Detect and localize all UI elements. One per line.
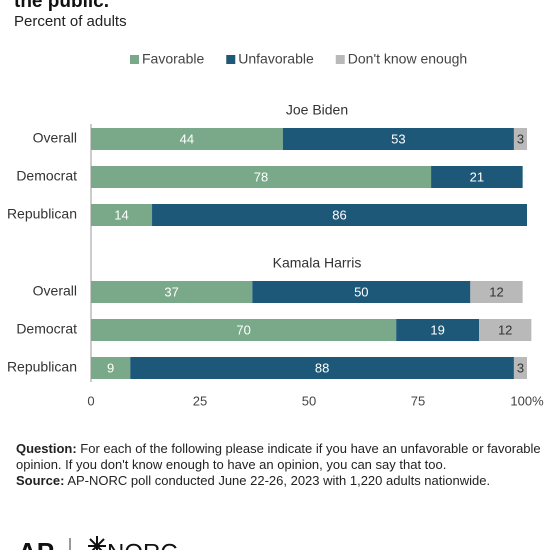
value-label: 12 — [498, 322, 512, 337]
category-label: Democrat — [16, 168, 77, 184]
bar-segment — [91, 128, 283, 150]
value-label: 19 — [430, 322, 444, 337]
category-label: Republican — [7, 206, 77, 222]
logo-norc: NORC — [107, 539, 178, 550]
value-label: 12 — [489, 284, 503, 299]
legend-swatch — [226, 55, 236, 64]
bar-segment — [91, 204, 153, 226]
bar-segment — [396, 319, 480, 341]
x-tick-label: 0 — [87, 393, 94, 408]
value-label: 3 — [517, 131, 524, 146]
x-tick-label: 50 — [302, 393, 316, 408]
bar-segment — [282, 128, 514, 150]
bar-segment — [513, 128, 527, 150]
value-label: 9 — [107, 360, 114, 375]
value-label: 53 — [391, 131, 405, 146]
category-label: Overall — [33, 130, 77, 146]
bar-segment — [513, 357, 527, 379]
value-label: 50 — [354, 284, 368, 299]
chart-title: the public. — [14, 0, 109, 12]
value-label: 21 — [470, 169, 484, 184]
value-label: 70 — [236, 322, 250, 337]
category-label: Overall — [33, 283, 77, 299]
x-tick-label: 25 — [193, 393, 207, 408]
bar-segment — [130, 357, 514, 379]
bar-segment — [91, 281, 253, 303]
logo: AP NORC — [18, 536, 178, 550]
value-label: 86 — [332, 207, 346, 222]
legend-label: Don't know enough — [348, 51, 467, 67]
legend-swatch — [335, 55, 345, 64]
category-label: Democrat — [16, 321, 77, 337]
bar-segment — [479, 319, 532, 341]
category-label: Republican — [7, 359, 77, 375]
note-label: Source: — [16, 473, 65, 488]
value-label: 37 — [164, 284, 178, 299]
chart: the public. Percent of adults Favorable U… — [7, 0, 544, 408]
x-tick-label: 75 — [411, 393, 425, 408]
logo-ap: AP — [18, 537, 54, 550]
x-tick-label: 100% — [510, 393, 544, 408]
panel-title: Joe Biden — [286, 102, 348, 118]
logo-symbol — [88, 536, 106, 550]
notes: Question: For each of the following plea… — [16, 441, 546, 489]
value-label: 88 — [315, 360, 329, 375]
bar-segment — [470, 281, 523, 303]
value-label: 44 — [180, 131, 194, 146]
legend-swatch — [130, 55, 139, 64]
value-label: 3 — [517, 360, 524, 375]
bar-segment — [91, 319, 397, 341]
note: Source: AP-NORC poll conducted June 22-2… — [16, 473, 546, 489]
note-text: AP-NORC poll conducted June 22-26, 2023 … — [67, 473, 491, 488]
bar-segment — [252, 281, 471, 303]
panel-title: Kamala Harris — [273, 255, 362, 271]
bar-segment — [152, 204, 528, 226]
legend-label: Favorable — [142, 51, 204, 67]
value-label: 78 — [254, 169, 268, 184]
note: Question: For each of the following plea… — [16, 441, 546, 473]
chart-subtitle: Percent of adults — [14, 13, 127, 30]
note-label: Question: — [16, 441, 77, 456]
bar-segment — [91, 357, 131, 379]
bar-segment — [91, 166, 432, 188]
note-text: For each of the following please indicat… — [16, 441, 541, 472]
bar-segment — [431, 166, 523, 188]
value-label: 14 — [114, 207, 128, 222]
legend-label: Unfavorable — [238, 51, 314, 67]
